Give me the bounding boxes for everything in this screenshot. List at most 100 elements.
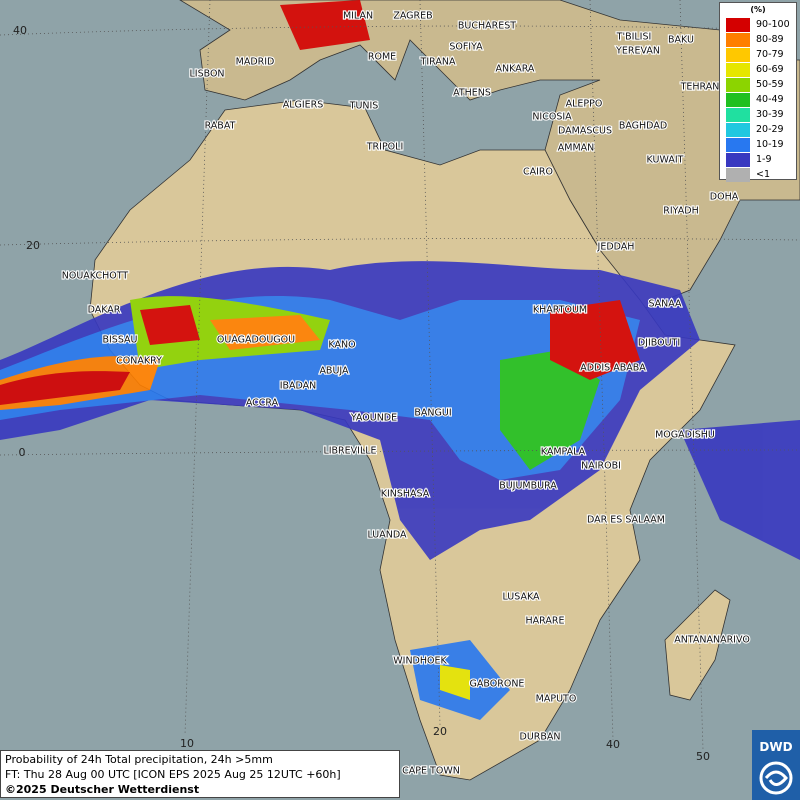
city-label: LISBON [189, 69, 224, 80]
legend-label: 30-39 [756, 109, 784, 120]
caption-line: Probability of 24h Total precipitation, … [5, 753, 273, 766]
city-label: CAIRO [523, 167, 553, 178]
legend-swatch [726, 62, 750, 77]
city-label: ABUJA [319, 366, 349, 377]
legend-swatch [726, 92, 750, 107]
legend-swatch [726, 152, 750, 167]
city-label: BUJUMBURA [499, 481, 557, 492]
city-label: YAOUNDE [350, 413, 397, 424]
legend-label: 10-19 [756, 139, 784, 150]
city-label: TRIPOLI [366, 142, 404, 153]
legend-label: 90-100 [756, 19, 790, 30]
city-label: JEDDAH [597, 242, 635, 253]
city-label: KUWAIT [647, 155, 684, 166]
logo: DWD [752, 730, 800, 800]
city-label: SOFIYA [449, 42, 483, 53]
graticule [0, 0, 800, 751]
city-label: KHARTOUM [533, 305, 587, 316]
city-label: MADRID [236, 57, 275, 68]
city-label: ANTANANARIVO [674, 635, 750, 646]
logo-icon [759, 761, 793, 795]
city-label: DAR ES SALAAM [587, 515, 665, 526]
city-label: CAPE TOWN [402, 766, 460, 777]
graticule-label: 20 [433, 725, 447, 738]
legend-label: 40-49 [756, 94, 784, 105]
city-label: RABAT [205, 121, 236, 132]
logo-text: DWD [759, 740, 793, 754]
graticule-label: 40 [606, 738, 620, 751]
city-label: MILAN [343, 11, 373, 22]
caption-line: ©2025 Deutscher Wetterdienst [5, 783, 200, 796]
legend-item: 40-49 [720, 92, 796, 107]
city-label: ZAGREB [393, 11, 432, 22]
legend-title: (%) [750, 5, 766, 14]
city-label: ROME [368, 52, 396, 63]
city-label: NICOSIA [532, 112, 572, 123]
legend-label: 70-79 [756, 49, 784, 60]
legend-swatch [726, 32, 750, 47]
legend-swatch [726, 122, 750, 137]
legend-label: 50-59 [756, 79, 784, 90]
city-label: DAMASCUS [558, 126, 612, 137]
city-label: KANO [328, 340, 355, 351]
legend-label: 60-69 [756, 64, 784, 75]
legend-item: 80-89 [720, 32, 796, 47]
city-label: GABORONE [470, 679, 525, 690]
graticule-label: 0 [19, 446, 26, 459]
legend: (%) 90-100 80-89 70-79 60-69 50-59 40-49 30-39… [719, 2, 797, 182]
graticule-label: 10 [180, 737, 194, 750]
legend-item: <1 [720, 167, 796, 182]
city-label: TEHRAN [680, 82, 720, 93]
city-label: KAMPALA [541, 447, 586, 458]
city-label: ANKARA [496, 64, 535, 75]
city-label: NOUAKCHOTT [62, 271, 129, 282]
legend-item: 50-59 [720, 77, 796, 92]
city-label: ALGIERS [283, 100, 324, 111]
legend-item: 1-9 [720, 152, 796, 167]
city-label: NAIROBI [581, 461, 621, 472]
city-label: LUANDA [367, 530, 407, 541]
city-label: BANGUI [414, 408, 451, 419]
city-label: BISSAU [102, 335, 137, 346]
city-label: KINSHASA [381, 489, 430, 500]
city-label: ATHENS [453, 88, 491, 99]
legend-item: 70-79 [720, 47, 796, 62]
city-label: HARARE [526, 616, 565, 627]
city-label: OUAGADOUGOU [217, 335, 295, 346]
legend-label: 20-29 [756, 124, 784, 135]
legend-swatch [726, 47, 750, 62]
city-label: MAPUTO [536, 694, 577, 705]
city-label: MOGADISHU [655, 430, 715, 441]
graticule-label: 50 [696, 750, 710, 763]
legend-swatch [726, 167, 750, 182]
caption: Probability of 24h Total precipitation, … [0, 750, 400, 798]
city-label: RIYADH [663, 206, 698, 217]
graticule-label: 40 [13, 24, 27, 37]
city-label: IBADAN [280, 381, 317, 392]
legend-swatch [726, 17, 750, 32]
city-label: DAKAR [88, 305, 121, 316]
graticule-label: 20 [26, 239, 40, 252]
city-label: T'BILISI [616, 32, 652, 43]
legend-label: 80-89 [756, 34, 784, 45]
city-label: AMMAN [558, 143, 595, 154]
legend-item: 20-29 [720, 122, 796, 137]
city-label: LUSAKA [502, 592, 540, 603]
city-label: SANAA [648, 299, 682, 310]
city-label: DOHA [710, 192, 739, 203]
city-label: LIBREVILLE [323, 446, 376, 457]
legend-swatch [726, 77, 750, 92]
city-label: CONAKRY [116, 356, 162, 367]
legend-item: 10-19 [720, 137, 796, 152]
city-label: ADDIS ABABA [580, 363, 646, 374]
caption-line: FT: Thu 28 Aug 00 UTC [ICON EPS 2025 Aug… [5, 768, 341, 781]
city-label: YEREVAN [615, 46, 660, 57]
city-label: DJIBOUTI [638, 338, 680, 349]
legend-label: 1-9 [756, 154, 772, 165]
legend-swatch [726, 137, 750, 152]
city-label: WINDHOEK [393, 656, 447, 667]
city-label: TUNIS [349, 101, 379, 112]
city-label: ALEPPO [566, 99, 603, 110]
legend-item: 90-100 [720, 17, 796, 32]
